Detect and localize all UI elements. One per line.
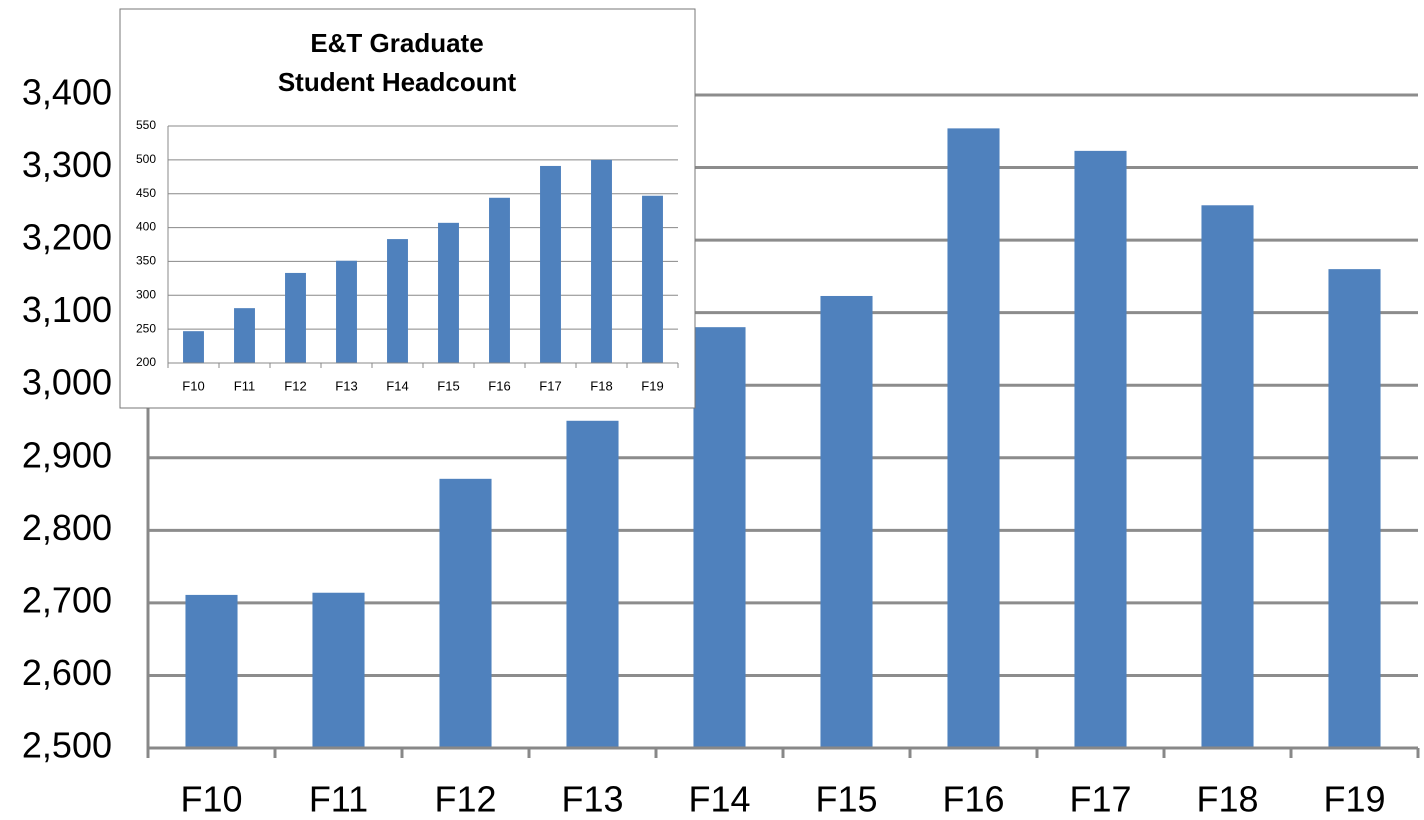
- bar: [489, 197, 510, 363]
- bar: [312, 592, 365, 748]
- y-tick-label: 3,200: [22, 217, 112, 258]
- x-tick-label: F10: [182, 378, 204, 393]
- bar: [820, 295, 873, 748]
- bar: [285, 272, 306, 363]
- y-tick-label: 200: [136, 355, 156, 369]
- bar: [1201, 205, 1254, 749]
- y-tick-label: 3,300: [22, 144, 112, 185]
- chart-title: E&T Graduate: [310, 28, 483, 58]
- bar: [642, 195, 663, 363]
- y-tick-label: 3,000: [22, 362, 112, 403]
- x-tick-label: F11: [309, 779, 368, 820]
- y-tick-label: 2,800: [22, 507, 112, 548]
- x-tick-label: F11: [234, 378, 255, 393]
- bar: [439, 478, 492, 748]
- y-tick-label: 2,600: [22, 652, 112, 693]
- bar: [336, 260, 357, 363]
- x-tick-label: F16: [942, 779, 1004, 820]
- x-tick-label: F13: [561, 779, 623, 820]
- bar: [566, 420, 619, 748]
- x-tick-label: F12: [434, 779, 496, 820]
- x-tick-label: F14: [386, 378, 408, 393]
- x-tick-label: F17: [1069, 779, 1131, 820]
- y-tick-label: 400: [136, 220, 156, 234]
- y-tick-label: 350: [136, 254, 156, 268]
- x-tick-label: F18: [1196, 779, 1258, 820]
- y-tick-label: 500: [136, 152, 156, 166]
- chart-title: Student Headcount: [278, 67, 517, 97]
- y-tick-label: 3,400: [22, 72, 112, 113]
- bar: [947, 128, 1000, 748]
- y-tick-label: 250: [136, 321, 156, 335]
- x-tick-label: F19: [641, 378, 663, 393]
- y-tick-label: 2,900: [22, 434, 112, 475]
- bar: [693, 327, 746, 748]
- x-tick-label: F15: [815, 779, 877, 820]
- bar: [183, 331, 204, 363]
- bar: [1074, 150, 1127, 748]
- x-tick-label: F17: [539, 378, 561, 393]
- bar: [540, 165, 561, 363]
- y-tick-label: 550: [136, 118, 156, 132]
- bar: [1328, 269, 1381, 748]
- x-tick-label: F10: [180, 779, 242, 820]
- x-tick-label: F16: [488, 378, 510, 393]
- x-tick-label: F19: [1323, 779, 1385, 820]
- bar: [591, 159, 612, 363]
- x-tick-label: F12: [284, 378, 306, 393]
- y-tick-label: 300: [136, 287, 156, 301]
- y-tick-label: 2,500: [22, 725, 112, 766]
- bar: [438, 222, 459, 363]
- bar: [387, 239, 408, 363]
- y-tick-label: 3,100: [22, 289, 112, 330]
- x-tick-label: F14: [688, 779, 750, 820]
- y-tick-label: 450: [136, 186, 156, 200]
- bar: [234, 308, 255, 363]
- x-tick-label: F18: [590, 378, 612, 393]
- bar: [185, 594, 238, 748]
- x-tick-label: F13: [335, 378, 357, 393]
- y-tick-label: 2,700: [22, 579, 112, 620]
- x-tick-label: F15: [437, 378, 459, 393]
